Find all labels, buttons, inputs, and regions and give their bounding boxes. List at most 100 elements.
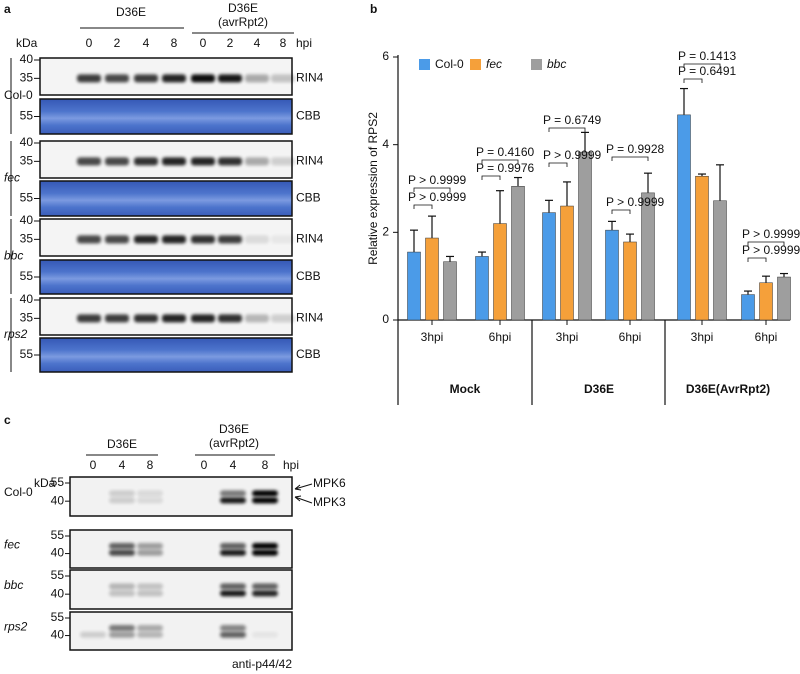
blot-label: RIN4 (296, 232, 324, 246)
marker: 40 (51, 586, 65, 600)
blot-band (137, 549, 163, 556)
blot-band (218, 157, 242, 166)
marker: 55 (20, 269, 34, 283)
band-label: MPK6 (313, 476, 346, 490)
blot-band (109, 590, 135, 597)
marker: 35 (20, 232, 34, 246)
blot-label: CBB (296, 191, 321, 205)
p-value: P = 0.6749 (543, 113, 601, 127)
blot-band (252, 549, 278, 556)
p-value: P > 0.9999 (408, 173, 466, 187)
kda-label: kDa (34, 476, 56, 490)
p-value: P = 0.9928 (606, 142, 664, 156)
cbb-blot (39, 180, 293, 217)
blot-band (105, 74, 129, 83)
significance-bracket (747, 241, 785, 246)
y-tick-label: 6 (382, 49, 389, 63)
marker: 35 (20, 154, 34, 168)
blot-band (271, 235, 295, 244)
blot-band (109, 549, 135, 556)
genotype-label: bbc (4, 578, 23, 592)
blot-band (137, 497, 163, 504)
lane-label: 4 (143, 36, 150, 50)
marker: 55 (20, 347, 34, 361)
y-tick-label: 0 (382, 312, 389, 326)
bar (425, 237, 439, 321)
significance-bracket (683, 63, 721, 68)
p-value: P = 0.9976 (476, 161, 534, 175)
kda-label: kDa (16, 36, 38, 50)
lane-label: 8 (147, 458, 154, 472)
bar (741, 294, 755, 321)
legend-label: Col-0 (435, 57, 464, 71)
p-value: P > 0.9999 (606, 195, 664, 209)
blot-band (191, 235, 215, 244)
genotype-label: rps2 (4, 619, 28, 633)
blot-band (271, 74, 295, 83)
treatment-label: D36E (116, 5, 146, 19)
group-label: Mock (450, 382, 481, 396)
blot-band (109, 490, 135, 497)
marker: 55 (51, 475, 65, 489)
panel-letter: c (4, 413, 11, 427)
bar (560, 205, 574, 321)
treatment-label: (avrRpt2) (218, 15, 268, 29)
blot-band (220, 583, 246, 590)
p-value: P > 0.9999 (408, 190, 466, 204)
marker: 35 (20, 311, 34, 325)
group-label: D36E(AvrRpt2) (686, 382, 770, 396)
lane-label: 0 (90, 458, 97, 472)
blot-band (109, 624, 135, 631)
blot (69, 476, 293, 517)
y-tick-label: 4 (382, 137, 389, 151)
blot-band (220, 490, 246, 497)
blot-band (109, 542, 135, 549)
genotype-label: Col-0 (4, 88, 33, 102)
x-tick-label: 6hpi (489, 330, 512, 344)
y-axis-label: Relative expression of RPS2 (366, 112, 380, 265)
marker: 35 (20, 71, 34, 85)
marker: 55 (51, 610, 65, 624)
marker: 40 (51, 628, 65, 642)
blot-band (137, 583, 163, 590)
x-tick-label: 6hpi (755, 330, 778, 344)
blot-band (245, 157, 269, 166)
significance-bracket (413, 187, 451, 192)
arrow (294, 495, 313, 504)
blot-band (220, 590, 246, 597)
genotype-label: fec (4, 171, 20, 185)
blot-band (218, 74, 242, 83)
marker: 55 (20, 191, 34, 205)
blot-label: RIN4 (296, 154, 324, 168)
lane-label: 4 (254, 36, 261, 50)
bar (713, 200, 727, 321)
significance-bracket (413, 204, 433, 209)
bar (493, 223, 507, 321)
blot-band (77, 74, 101, 83)
genotype-label: fec (4, 537, 20, 551)
bar (641, 192, 655, 321)
p-value: P > 0.9999 (742, 227, 800, 241)
p-value: P > 0.9999 (543, 148, 601, 162)
cbb-blot (39, 98, 293, 135)
blot-band (137, 490, 163, 497)
bar (578, 151, 592, 321)
bar (443, 261, 457, 321)
blot-band (252, 497, 278, 504)
bar (695, 175, 709, 321)
blot-band (77, 235, 101, 244)
genotype-label: rps2 (4, 327, 28, 341)
blot-band (109, 497, 135, 504)
blot (69, 569, 293, 610)
p-value: P = 0.1413 (678, 49, 736, 63)
blot-band (220, 497, 246, 504)
blot-band (80, 631, 106, 638)
blot-label: RIN4 (296, 311, 324, 325)
bar (605, 229, 619, 321)
blot-band (105, 235, 129, 244)
blot-band (220, 549, 246, 556)
blot-band (252, 490, 278, 497)
blot-band (134, 235, 158, 244)
blot-band (271, 314, 295, 323)
treatment-label: D36E (228, 1, 258, 15)
